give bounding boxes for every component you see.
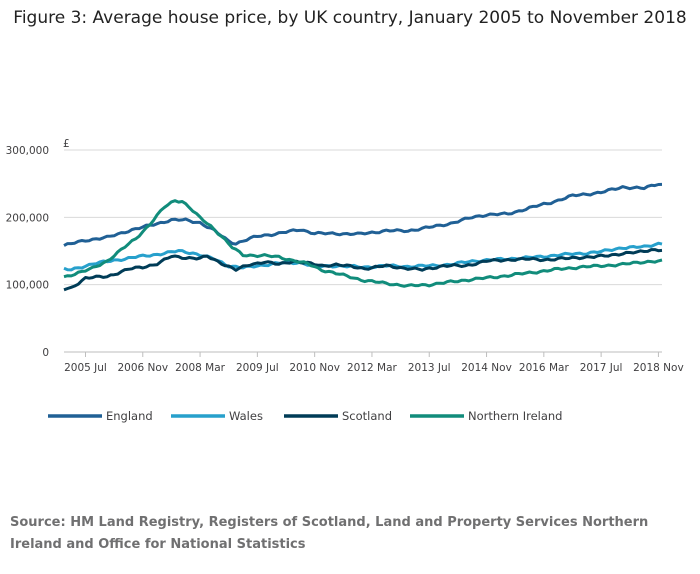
x-tick-label: 2013 Jul [408,362,451,374]
legend-label-wales: Wales [229,409,263,423]
x-tick-label: 2006 Nov [117,362,168,374]
x-tick-label: 2010 Nov [289,362,340,374]
x-tick-label: 2012 Mar [347,362,398,374]
y-axis-label: £ [63,138,70,150]
legend: England Wales Scotland Northern Ireland [48,409,562,423]
legend-label-northern-ireland: Northern Ireland [468,409,562,423]
y-axis: 0 100,000 200,000 300,000 [6,145,49,359]
source-note: Source: HM Land Registry, Registers of S… [10,515,649,552]
gridlines [64,149,662,286]
x-tick-label: 2014 Nov [461,362,512,374]
x-tick-label: 2005 Jul [64,362,107,374]
y-tick-label: 100,000 [6,280,49,292]
x-tick-label: 2008 Mar [175,362,226,374]
y-tick-label: 0 [42,347,49,359]
y-tick-label: 300,000 [6,145,49,157]
series-line-scotland [63,248,663,292]
x-tick-label: 2009 Jul [236,362,279,374]
legend-label-england: England [106,409,153,423]
line-chart: 0 100,000 200,000 300,000 £ 2005 Jul 2006 No… [6,138,684,423]
series-line-england [63,182,663,247]
x-tick-label: 2016 Mar [519,362,570,374]
x-tick-label: 2017 Jul [580,362,623,374]
series-line-northern-ireland [63,199,663,288]
series-lines [63,182,663,292]
x-axis: 2005 Jul 2006 Nov 2008 Mar 2009 Jul 2010 Nov… [64,351,684,374]
y-tick-label: 200,000 [6,212,49,224]
legend-label-scotland: Scotland [342,409,392,423]
x-tick-label: 2018 Nov [633,362,684,374]
chart-title: Figure 3: Average house price, by UK cou… [13,8,687,28]
